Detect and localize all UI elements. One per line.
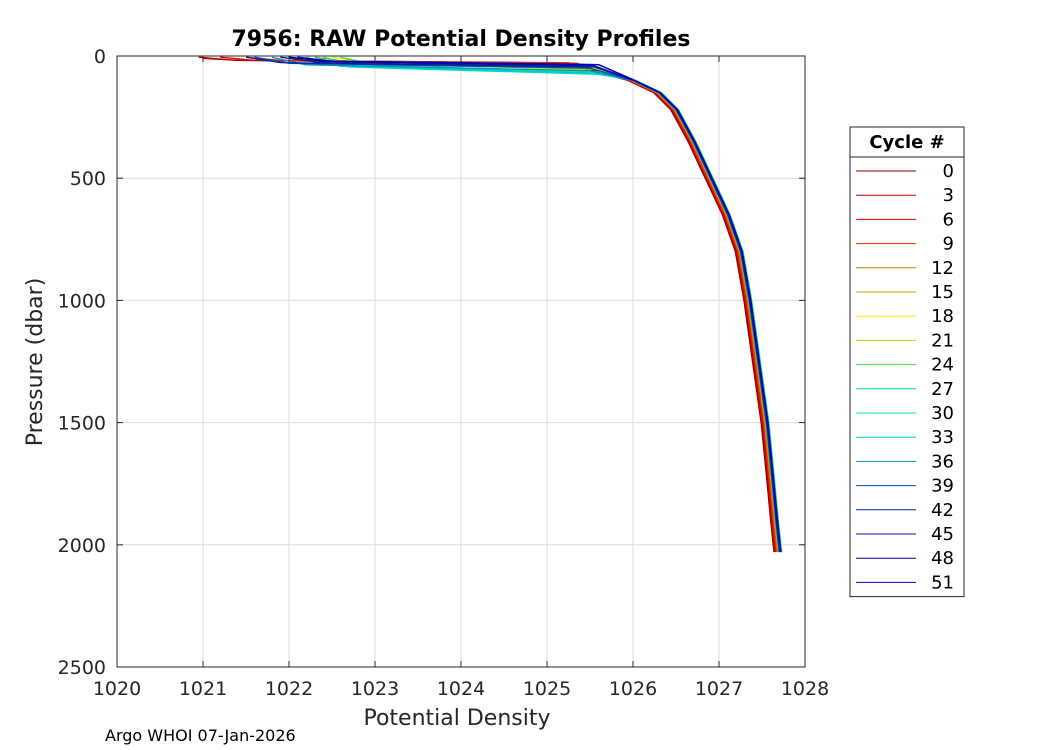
legend-entry-label: 15: [931, 282, 954, 303]
y-tick-label: 0: [94, 46, 106, 68]
x-tick-label: 1020: [93, 678, 141, 700]
legend-entry-label: 0: [943, 161, 954, 182]
legend-entry-label: 12: [931, 258, 954, 279]
x-tick-label: 1023: [351, 678, 399, 700]
x-tick-label: 1022: [265, 678, 313, 700]
x-tick-label: 1027: [695, 678, 743, 700]
y-axis-label: Pressure (dbar): [23, 278, 48, 447]
axis-ticks: 1020 1021 1022 1023 1024 1025 1026 1027 1028 0 500…: [58, 46, 830, 700]
y-tick-label: 2000: [58, 535, 106, 557]
legend-title: Cycle #: [869, 132, 944, 153]
legend-entry-label: 9: [943, 234, 954, 255]
y-tick-label: 500: [70, 168, 106, 190]
legend-entry-label: 24: [931, 355, 954, 376]
legend-entry-label: 39: [931, 476, 954, 497]
legend-entry-label: 48: [931, 548, 954, 569]
legend-box: [849, 126, 965, 598]
legend-entry-label: 42: [931, 500, 954, 521]
y-tick-label: 1500: [58, 413, 106, 435]
x-tick-label: 1026: [609, 678, 657, 700]
x-tick-label: 1021: [179, 678, 227, 700]
x-tick-label: 1028: [781, 678, 829, 700]
y-tick-label: 1000: [58, 290, 106, 312]
series-line: [297, 56, 782, 553]
x-tick-label: 1025: [523, 678, 571, 700]
x-axis-label: Potential Density: [363, 706, 550, 731]
legend-entry-label: 36: [931, 451, 954, 472]
x-tick-label: 1024: [437, 678, 485, 700]
legend-entry-label: 27: [931, 379, 954, 400]
chart-title: 7956: RAW Potential Density Profiles: [232, 27, 691, 52]
y-tick-label: 2500: [58, 657, 106, 679]
legend-entry-label: 3: [943, 185, 954, 206]
legend-entry-label: 18: [931, 306, 954, 327]
footer-text: Argo WHOI 07-Jan-2026: [105, 726, 296, 745]
data-series: [198, 56, 783, 553]
legend-entry-label: 6: [943, 209, 954, 230]
legend-entry-label: 45: [931, 524, 954, 545]
legend-entry-label: 51: [931, 572, 954, 593]
legend-entry-label: 33: [931, 427, 954, 448]
series-line: [280, 56, 781, 553]
legend-entry-label: 21: [931, 330, 954, 351]
series-line: [254, 56, 780, 553]
legend-entry-label: 30: [931, 403, 954, 424]
